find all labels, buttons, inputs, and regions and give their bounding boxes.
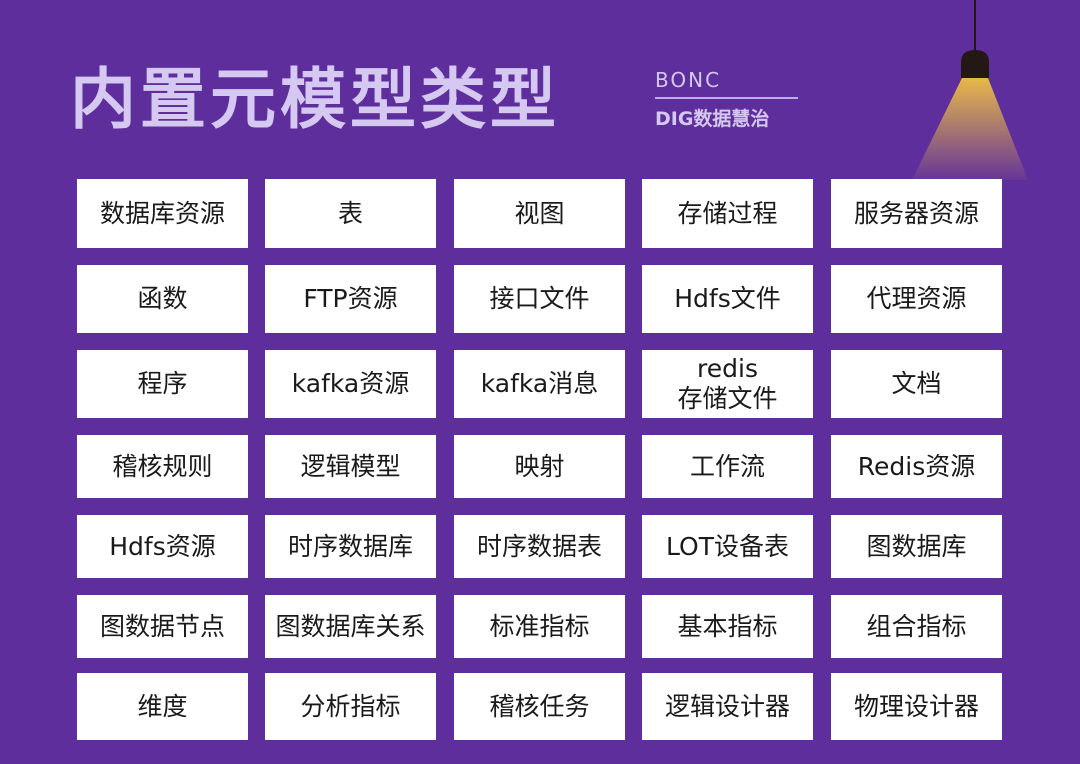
model-type-label: Hdfs资源: [109, 531, 216, 561]
model-type-label: FTP资源: [303, 284, 398, 313]
model-type-label: 时序数据表: [476, 531, 602, 561]
model-type-label: 标准指标: [489, 611, 590, 641]
model-type-label: 工作流: [689, 451, 765, 481]
model-type-label: 图数据库关系: [275, 611, 426, 641]
model-type-label: 组合指标: [866, 611, 967, 641]
divider: [655, 97, 798, 99]
model-type-item: 时序数据表: [454, 515, 625, 578]
model-type-item: 表: [265, 179, 436, 248]
model-type-label: 稽核任务: [489, 691, 590, 721]
model-type-label: redis: [697, 354, 758, 383]
model-type-label: 图数据库: [866, 531, 967, 561]
model-type-item: 逻辑设计器: [642, 673, 813, 740]
model-type-label: kafka消息: [480, 369, 599, 398]
model-type-label: 函数: [137, 284, 188, 313]
model-type-item: 视图: [454, 179, 625, 248]
model-type-label: Hdfs文件: [674, 284, 781, 313]
model-type-label: 稽核规则: [112, 451, 213, 481]
model-type-item: Hdfs文件: [642, 265, 813, 333]
model-type-label: 数据库资源: [99, 198, 225, 228]
model-type-item: Hdfs资源: [77, 515, 248, 578]
model-type-item: 图数据库关系: [265, 595, 436, 658]
model-type-label: 图数据节点: [99, 611, 225, 641]
brand-top: BONC: [655, 68, 722, 92]
model-type-label: 代理资源: [866, 284, 967, 313]
model-type-item: 逻辑模型: [265, 435, 436, 498]
model-type-label: 分析指标: [300, 691, 401, 721]
page-title: 内置元模型类型: [70, 61, 560, 138]
model-type-item: 代理资源: [831, 265, 1002, 333]
model-type-item: kafka消息: [454, 350, 625, 418]
model-type-item: 稽核规则: [77, 435, 248, 498]
model-type-label: 逻辑设计器: [664, 691, 790, 721]
model-type-item: 图数据库: [831, 515, 1002, 578]
model-type-label: 存储文件: [677, 384, 778, 413]
model-type-item: 工作流: [642, 435, 813, 498]
model-type-item: 维度: [77, 673, 248, 740]
model-type-item: 接口文件: [454, 265, 625, 333]
model-type-item: 服务器资源: [831, 179, 1002, 248]
model-type-item: Redis资源: [831, 435, 1002, 498]
model-type-item: 物理设计器: [831, 673, 1002, 740]
model-type-label: kafka资源: [291, 369, 410, 398]
model-type-label: Redis资源: [857, 451, 976, 481]
model-type-label: 视图: [514, 198, 565, 228]
model-type-label: 基本指标: [677, 611, 778, 641]
model-type-item: redis 存储文件: [642, 350, 813, 418]
model-type-item: LOT设备表: [642, 515, 813, 578]
lamp-icon: [912, 0, 1028, 180]
model-type-label: 映射: [514, 451, 565, 481]
model-type-item: 映射: [454, 435, 625, 498]
model-type-label: 服务器资源: [853, 198, 979, 228]
model-type-label: 接口文件: [489, 284, 590, 313]
model-type-item: 图数据节点: [77, 595, 248, 658]
model-type-item: 数据库资源: [77, 179, 248, 248]
model-type-label: 文档: [891, 369, 942, 398]
model-type-item: 程序: [77, 350, 248, 418]
model-type-item: 组合指标: [831, 595, 1002, 658]
model-type-item: 时序数据库: [265, 515, 436, 578]
model-type-label: LOT设备表: [666, 531, 789, 561]
model-type-label: 程序: [137, 369, 188, 398]
model-type-label: 维度: [137, 691, 188, 721]
model-type-label: 表: [337, 198, 363, 228]
model-type-item: kafka资源: [265, 350, 436, 418]
model-type-label: 物理设计器: [853, 691, 979, 721]
model-type-item: 文档: [831, 350, 1002, 418]
model-type-label: 逻辑模型: [300, 451, 401, 481]
model-type-item: 基本指标: [642, 595, 813, 658]
model-type-item: 存储过程: [642, 179, 813, 248]
model-type-label: 存储过程: [677, 198, 778, 228]
model-type-item: FTP资源: [265, 265, 436, 333]
brand-bottom: DIG数据慧治: [655, 108, 770, 130]
model-type-item: 分析指标: [265, 673, 436, 740]
model-type-item: 标准指标: [454, 595, 625, 658]
model-type-label: 时序数据库: [287, 531, 413, 561]
model-type-item: 稽核任务: [454, 673, 625, 740]
model-type-item: 函数: [77, 265, 248, 333]
